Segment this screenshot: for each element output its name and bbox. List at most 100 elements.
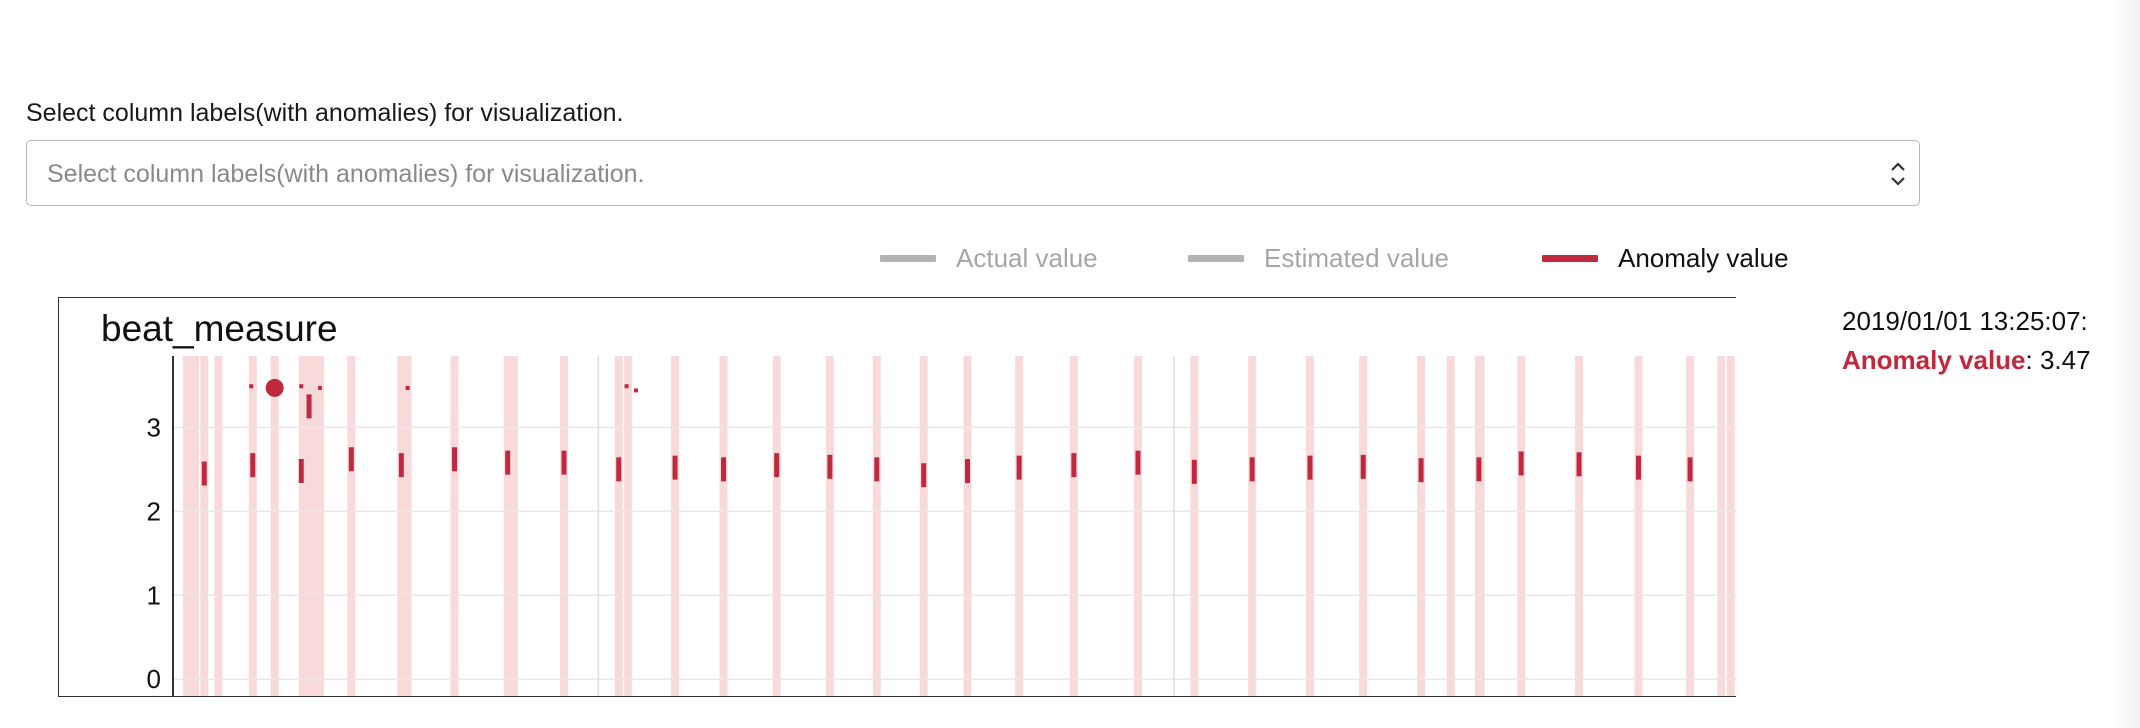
anomaly-segment [1191,459,1197,484]
column-select-dropdown[interactable]: Select column labels(with anomalies) for… [26,140,1920,206]
anomaly-band [309,356,318,696]
anomaly-band [872,356,881,696]
anomaly-segment [1476,457,1482,482]
anomaly-band [1517,356,1526,696]
anomaly-band [919,356,928,696]
anomaly-band [560,356,568,696]
anomaly-segment [452,447,458,472]
anomaly-band [1446,356,1455,696]
highlighted-anomaly-point [265,378,284,397]
anomaly-segment [250,453,256,478]
chart-legend: Actual value Estimated value Anomaly val… [0,240,2140,276]
tooltip-anomaly-label: Anomaly value [1842,345,2026,375]
anomaly-band [214,356,223,696]
anomaly-segment [921,463,927,488]
anomaly-band [1359,356,1368,696]
anomaly-segment [827,454,833,479]
tooltip-value-line: Anomaly value: 3.47 [1842,341,2091,380]
legend-swatch-estimated [1188,255,1244,262]
tooltip-timestamp: 2019/01/01 13:25:07: [1842,306,2088,336]
anomaly-band [1575,356,1584,696]
chart-tooltip: 2019/01/01 13:25:07: Anomaly value: 3.47 [1842,302,2091,380]
anomaly-segment [398,453,404,478]
anomaly-segment [561,450,567,475]
anomaly-segment [1016,455,1022,480]
y-tick-label: 3 [147,412,161,442]
anomaly-band [772,356,781,696]
anomaly-band [305,356,314,696]
anomaly-segment [1635,455,1641,480]
anomaly-band [1634,356,1643,696]
anomaly-segment [874,457,880,482]
y-tick-label: 2 [147,496,161,526]
page-edge-shadow [2114,0,2140,728]
anomaly-band [1133,356,1142,696]
anomaly-segment [774,453,780,478]
anomaly-band [1726,356,1735,696]
anomaly-band [671,356,680,696]
anomaly-segment [505,450,511,475]
anomaly-point [249,384,254,389]
anomaly-segment [306,394,312,419]
anomaly-band [1686,356,1695,696]
anomaly-segment [348,447,354,472]
column-select-placeholder: Select column labels(with anomalies) for… [47,160,645,188]
anomaly-segment [1576,452,1582,477]
anomaly-segment [672,455,678,480]
anomaly-band [719,356,728,696]
anomaly-band [1069,356,1078,696]
anomaly-segment [298,459,304,484]
anomaly-band [200,356,209,696]
anomaly-segment [1135,450,1141,475]
anomaly-segment [721,457,727,482]
anomaly-band [1306,356,1315,696]
updown-chevron-icon [1891,162,1905,186]
chart-plot-area[interactable]: 0 1 2 3 [59,298,1736,697]
anomaly-band [316,356,325,696]
anomaly-segment [1687,457,1693,482]
anomaly-segment [1418,458,1424,483]
anomaly-band [1190,356,1199,696]
anomaly-segment [201,461,207,486]
anomaly-point [405,385,410,390]
anomaly-segment [616,457,622,482]
anomaly-band [614,356,623,696]
anomaly-band [963,356,972,696]
anomaly-segment [1360,454,1366,479]
anomaly-band [1417,356,1426,696]
legend-swatch-anomaly [1542,255,1598,262]
y-tick-label: 1 [147,580,161,610]
legend-label-estimated: Estimated value [1264,243,1449,273]
anomaly-point [624,384,629,389]
anomaly-band [190,356,199,696]
anomaly-band [183,356,192,696]
legend-label-anomaly: Anomaly value [1618,243,1789,273]
anomaly-band [1015,356,1024,696]
anomaly-band [624,356,633,696]
anomaly-band [270,356,279,696]
anomaly-band [403,356,412,696]
anomaly-segment [1307,455,1313,480]
tooltip-anomaly-value: : 3.47 [2025,345,2091,375]
chart-title: beat_measure [101,308,338,349]
anomaly-band [450,356,459,696]
anomaly-point [633,388,638,393]
anomaly-band [1717,356,1726,696]
anomaly-band [1248,356,1257,696]
anomaly-segment [1249,457,1255,482]
anomaly-point [299,384,304,389]
anomaly-band [825,356,834,696]
anomaly-segment [1071,453,1077,478]
legend-swatch-actual [880,255,936,262]
anomaly-band [1474,356,1483,696]
anomaly-band [248,356,257,696]
chart-frame: 0 1 2 3 beat_measure [58,297,1736,697]
anomaly-band [397,356,406,696]
anomaly-segment [965,459,971,484]
legend-label-actual: Actual value [956,243,1098,273]
select-columns-label: Select column labels(with anomalies) for… [26,99,624,127]
anomaly-band [509,356,518,696]
y-tick-label: 0 [147,664,161,694]
anomaly-band [503,356,512,696]
anomaly-band [298,356,307,696]
